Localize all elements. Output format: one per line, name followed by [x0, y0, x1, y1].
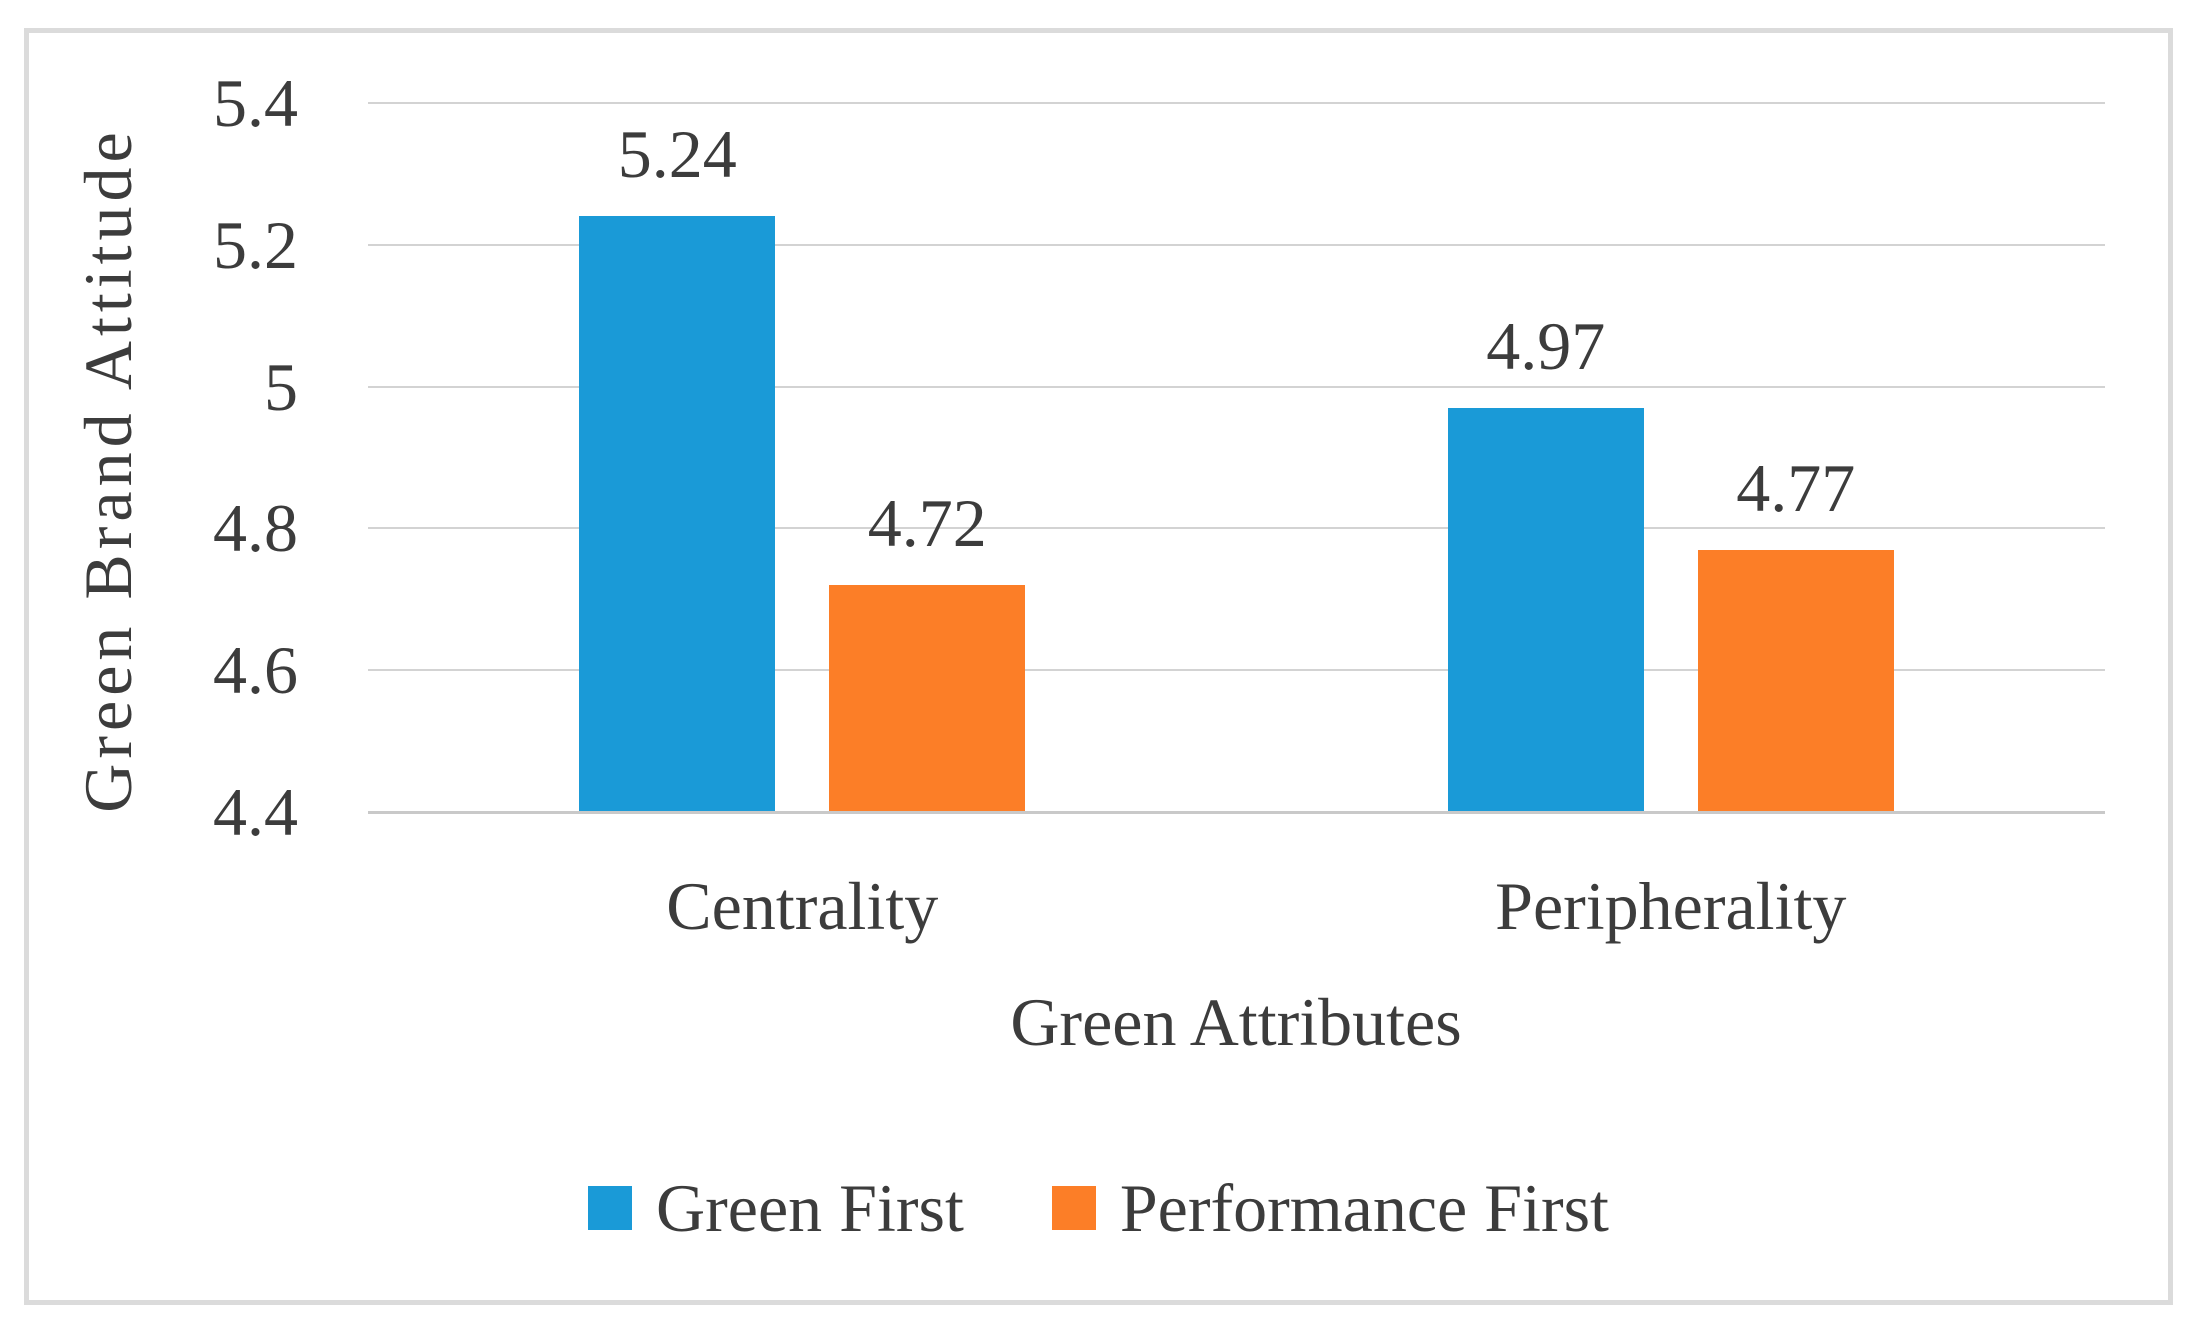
- bar-centrality-green-first: [579, 216, 776, 812]
- data-label: 4.72: [867, 485, 987, 562]
- bar-centrality-performance-first: [829, 585, 1026, 812]
- x-axis-title: Green Attributes: [1010, 984, 1462, 1060]
- legend: Green First Performance First: [0, 1172, 2197, 1244]
- legend-swatch-icon: [588, 1186, 633, 1230]
- y-axis-tick-label: 4.8: [213, 490, 298, 567]
- y-axis-tick-label: 5.4: [213, 65, 298, 141]
- plot-area: 5.24 4.72 4.97 4.77: [368, 102, 2105, 814]
- category-label: Peripherality: [1495, 868, 1847, 944]
- gridline: [368, 669, 2105, 672]
- data-label: 4.77: [1736, 449, 1856, 526]
- legend-label: Green First: [656, 1170, 964, 1246]
- gridline: [368, 527, 2105, 530]
- y-axis-tick-label: 4.6: [213, 632, 298, 709]
- legend-item: Performance First: [1051, 1170, 1609, 1246]
- legend-item: Green First: [588, 1174, 964, 1242]
- x-axis-line: [368, 811, 2105, 814]
- chart-frame: [24, 28, 2173, 1305]
- legend-swatch-icon: [1051, 1186, 1096, 1230]
- y-axis-tick-label: 5.2: [213, 206, 298, 283]
- category-label: Centrality: [666, 868, 939, 944]
- gridline: [368, 385, 2105, 388]
- data-label: 4.97: [1486, 307, 1606, 384]
- data-label: 5.24: [617, 116, 737, 193]
- y-axis-tick-label: 4.4: [213, 774, 298, 850]
- gridline: [368, 102, 2105, 104]
- gridline: [368, 243, 2105, 246]
- y-axis-tick-label: 5: [264, 348, 298, 425]
- bar-peripherality-performance-first: [1697, 549, 1894, 812]
- legend-label: Performance First: [1119, 1170, 1609, 1246]
- bar-peripherality-green-first: [1447, 407, 1644, 812]
